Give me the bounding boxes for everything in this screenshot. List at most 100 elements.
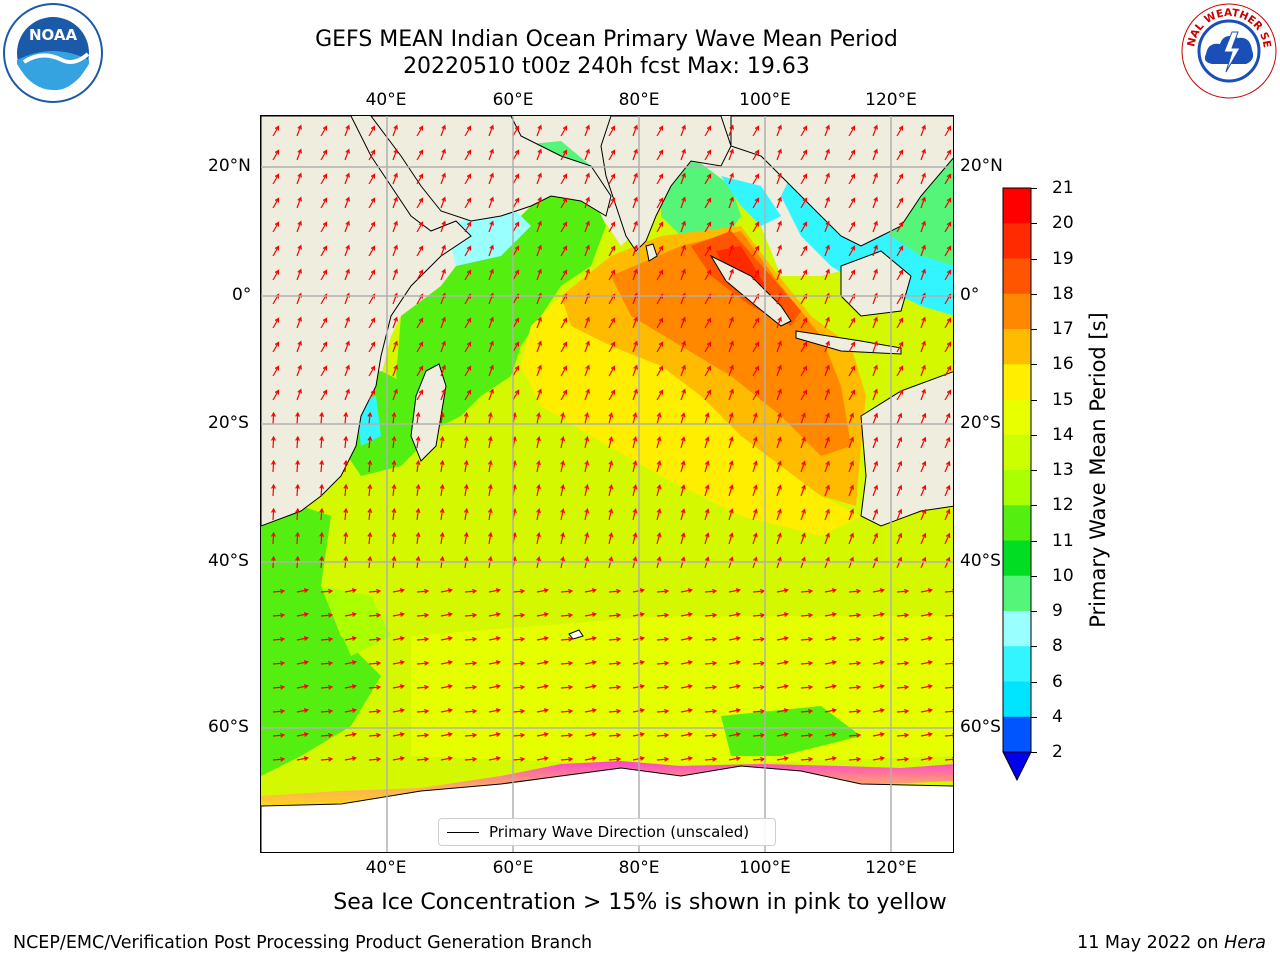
wave-arrow <box>464 612 478 618</box>
wave-arrow <box>824 732 838 737</box>
wave-arrow <box>415 483 421 497</box>
arabia-land <box>370 116 612 222</box>
wave-arrow <box>415 411 421 425</box>
wave-arrow <box>560 269 568 281</box>
wave-arrow <box>728 756 742 761</box>
wave-arrow <box>536 459 541 473</box>
colorbar-label: Primary Wave Mean Period [s] <box>1086 312 1110 628</box>
wave-arrow <box>295 459 300 473</box>
wave-arrow <box>536 684 550 689</box>
colorbar-tick: 8 <box>1052 636 1063 657</box>
wave-arrow <box>896 149 904 161</box>
wave-arrow <box>776 684 790 689</box>
colorbar-swatch <box>1003 399 1031 436</box>
wave-arrow <box>800 125 808 137</box>
wave-arrow <box>464 636 478 642</box>
wave-arrow <box>800 436 806 449</box>
wave-arrow <box>560 197 568 209</box>
wave-arrow <box>512 365 520 377</box>
colorbar-tick: 13 <box>1052 460 1074 480</box>
wave-arrow <box>896 269 904 281</box>
wave-arrow <box>752 660 766 666</box>
wave-arrow <box>320 269 328 281</box>
wave-arrow <box>944 460 951 473</box>
wave-arrow <box>391 411 397 425</box>
wave-arrow <box>824 388 830 401</box>
wave-arrow <box>488 196 494 209</box>
wave-arrow <box>800 708 814 714</box>
wave-arrow <box>367 507 373 521</box>
wave-arrow <box>944 532 951 545</box>
wave-arrow <box>824 340 830 353</box>
wave-arrow <box>680 588 694 593</box>
wave-arrow <box>344 268 350 281</box>
wave-arrow <box>920 268 926 281</box>
wave-arrow <box>416 660 430 666</box>
wave-arrow <box>920 316 926 329</box>
wave-arrow <box>440 148 446 161</box>
wave-arrow <box>320 317 328 329</box>
wave-arrow <box>320 173 328 185</box>
wave-arrow <box>320 221 328 233</box>
wave-arrow <box>392 364 398 377</box>
wave-arrow <box>920 172 926 185</box>
wave-arrow <box>512 317 520 329</box>
wave-arrow <box>656 532 662 545</box>
wave-arrow <box>512 269 520 281</box>
wave-arrow <box>536 435 541 449</box>
wave-arrow <box>439 483 445 497</box>
wave-arrow <box>920 588 934 593</box>
colorbar-tick: 9 <box>1052 601 1063 621</box>
wave-arrow <box>872 708 886 713</box>
wave-arrow <box>896 588 910 594</box>
wave-arrow <box>560 684 574 690</box>
wave-arrow <box>272 684 286 690</box>
wave-arrow <box>704 197 712 209</box>
wave-arrow <box>632 436 638 449</box>
legend-label: Primary Wave Direction (unscaled) <box>489 823 750 841</box>
wave-arrow <box>584 316 590 329</box>
wave-arrow <box>487 483 493 497</box>
wave-arrow <box>944 149 952 161</box>
wave-arrow <box>464 732 478 738</box>
wave-arrow <box>464 660 478 666</box>
wave-arrow <box>848 149 856 161</box>
wave-arrow <box>512 636 526 642</box>
wave-arrow <box>584 196 590 209</box>
colorbar-swatch <box>1003 293 1031 330</box>
wave-arrow <box>776 340 782 353</box>
wave-arrow <box>512 341 520 353</box>
wave-arrow <box>920 436 927 449</box>
wave-arrow <box>320 660 334 666</box>
wave-arrow <box>632 388 638 401</box>
wave-arrow <box>872 244 878 257</box>
wave-arrow <box>704 389 712 401</box>
wave-arrow <box>800 317 808 329</box>
wave-arrow <box>488 684 502 689</box>
wave-arrow <box>920 684 934 689</box>
wave-arrow <box>800 389 808 401</box>
wave-arrow <box>608 365 616 377</box>
colorbar-swatch <box>1003 188 1031 224</box>
wave-arrow <box>800 588 814 594</box>
colorbar-tick-mark <box>1031 681 1037 683</box>
wave-arrow <box>536 411 541 425</box>
yellow-band <box>521 296 861 536</box>
wave-arrow <box>704 484 710 497</box>
wave-arrow <box>584 124 590 137</box>
wave-arrow <box>584 340 590 353</box>
lon-tick-top: 100°E <box>739 90 791 110</box>
wave-arrow <box>464 125 472 137</box>
wave-arrow <box>800 612 814 618</box>
wave-arrow <box>680 756 694 761</box>
wave-arrow <box>872 220 878 233</box>
wave-arrow <box>680 220 686 233</box>
wave-arrow <box>848 708 862 714</box>
wave-arrow <box>776 636 790 641</box>
wave-arrow <box>391 459 397 473</box>
colorbar-tick-mark <box>1031 223 1037 225</box>
wave-arrow <box>680 436 686 449</box>
wave-arrow <box>872 484 879 497</box>
wave-arrow <box>920 756 934 761</box>
wave-arrow <box>584 172 590 185</box>
